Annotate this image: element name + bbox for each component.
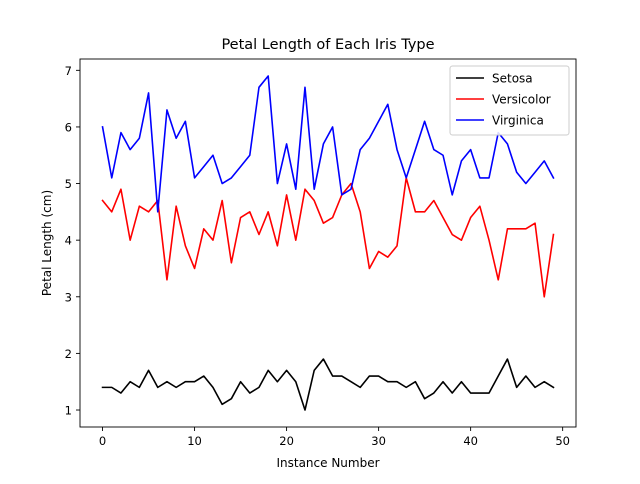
series-line-setosa — [101, 358, 555, 411]
legend: Setosa Versicolor Virginica — [449, 65, 570, 136]
y-tick-label: 7 — [65, 64, 72, 78]
y-tick-label: 6 — [65, 120, 72, 134]
series-line-versicolor — [101, 177, 555, 298]
x-tick-label: 50 — [555, 434, 570, 448]
legend-label-setosa: Setosa — [492, 72, 533, 86]
x-axis-label: Instance Number — [276, 456, 379, 470]
y-axis-label: Petal Length (cm) — [40, 190, 54, 296]
plot-frame — [79, 58, 577, 428]
legend-box — [449, 65, 570, 136]
x-tick-label: 30 — [371, 434, 386, 448]
y-tick-label: 1 — [65, 404, 72, 418]
x-tick-label: 20 — [279, 434, 294, 448]
y-tick-label: 4 — [65, 234, 72, 248]
series-line-virginica — [101, 75, 555, 213]
x-tick-label: 0 — [99, 434, 106, 448]
y-tick-label: 5 — [65, 177, 72, 191]
x-tick-label: 10 — [187, 434, 202, 448]
y-tick-label: 2 — [65, 347, 72, 361]
plot-area: 0 10 20 30 40 50 1 2 3 4 5 6 7 Setosa Versicolor Virgin… — [65, 58, 577, 448]
chart-title: Petal Length of Each Iris Type — [221, 37, 434, 53]
y-tick-label: 3 — [65, 290, 72, 304]
legend-label-versicolor: Versicolor — [492, 93, 551, 107]
x-tick-label: 40 — [463, 434, 478, 448]
legend-label-virginica: Virginica — [492, 114, 544, 128]
